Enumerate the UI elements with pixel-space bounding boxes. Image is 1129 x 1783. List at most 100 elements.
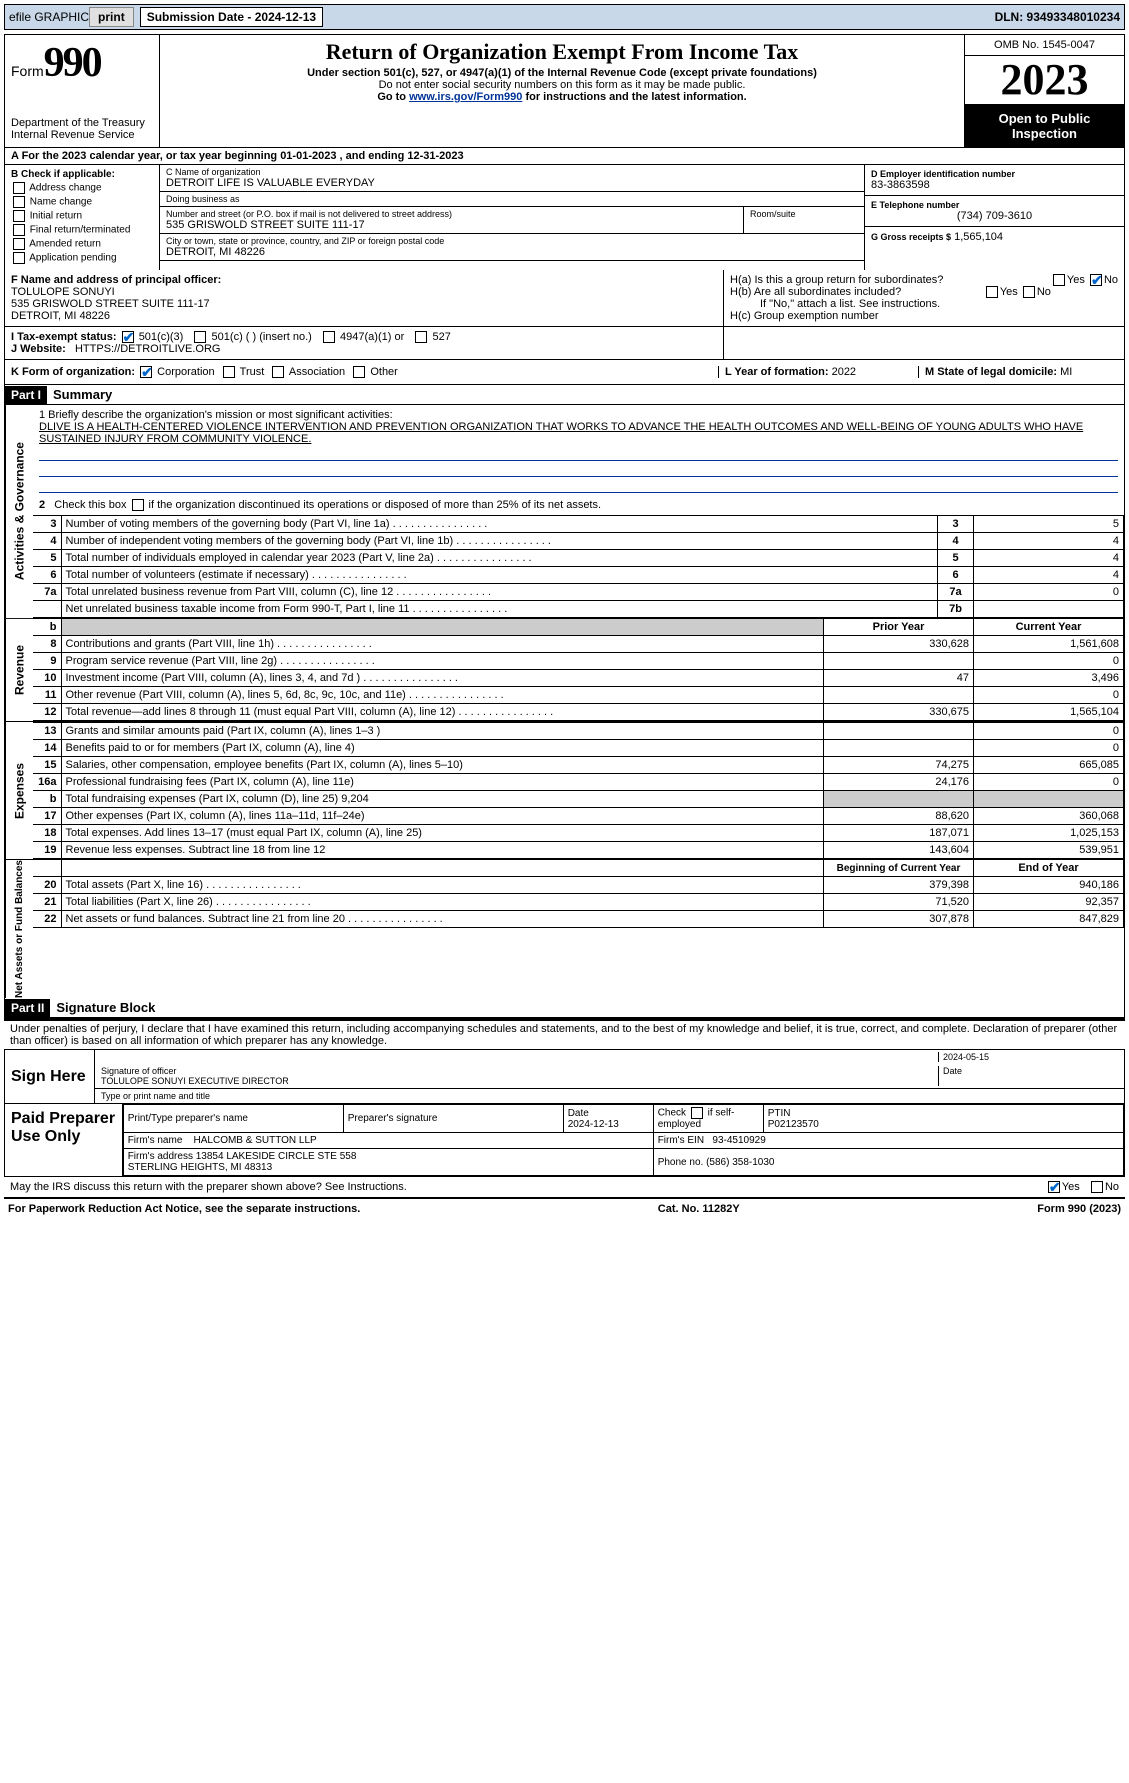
ha-yes[interactable] [1053,274,1065,286]
firm-ein: 93-4510929 [712,1135,765,1146]
perjury-declaration: Under penalties of perjury, I declare th… [4,1021,1125,1049]
discuss-row: May the IRS discuss this return with the… [4,1177,1125,1199]
hb-no[interactable] [1023,286,1035,298]
chk-527[interactable] [415,331,427,343]
prep-date: 2024-12-13 [568,1119,619,1130]
table-row: Net unrelated business taxable income fr… [33,601,1124,618]
table-row: 7aTotal unrelated business revenue from … [33,584,1124,601]
dln-label: DLN: 93493348010234 [995,10,1120,24]
form-title: Return of Organization Exempt From Incom… [168,39,956,65]
state-domicile: MI [1060,366,1072,378]
side-revenue: Revenue [5,619,33,721]
form-990: Form990 Department of the Treasury Inter… [4,34,1125,1019]
page-footer: For Paperwork Reduction Act Notice, see … [0,1199,1129,1219]
year-formation: 2022 [832,366,856,378]
chk-address-change[interactable] [13,182,25,194]
chk-corp[interactable] [140,366,152,378]
table-row: 15Salaries, other compensation, employee… [33,757,1124,774]
table-row: 19Revenue less expenses. Subtract line 1… [33,842,1124,859]
table-row: 10Investment income (Part VIII, column (… [33,670,1124,687]
chk-501c[interactable] [194,331,206,343]
city-label: City or town, state or province, country… [166,236,858,246]
revenue-table: bPrior YearCurrent Year 8Contributions a… [33,619,1124,721]
table-row: 16aProfessional fundraising fees (Part I… [33,774,1124,791]
end-year-hdr: End of Year [974,860,1124,877]
governance-table: 3Number of voting members of the governi… [33,515,1124,618]
hb-yes[interactable] [986,286,998,298]
chk-501c3[interactable] [122,331,134,343]
chk-amended[interactable] [13,238,25,250]
officer-sig-name: TOLULOPE SONUYI EXECUTIVE DIRECTOR [101,1076,289,1086]
hb-note: If "No," attach a list. See instructions… [730,298,1118,310]
hc-row: H(c) Group exemption number [730,310,1118,322]
netassets-table: Beginning of Current YearEnd of Year 20T… [33,860,1124,928]
open-to-public: Open to Public Inspection [965,105,1124,147]
website-value: HTTPS://DETROITLIVE.ORG [75,343,220,355]
website-row: J Website: HTTPS://DETROITLIVE.ORG [11,343,717,355]
side-netassets: Net Assets or Fund Balances [5,860,33,998]
subtitle-2: Do not enter social security numbers on … [168,79,956,91]
discuss-yes[interactable] [1048,1181,1060,1193]
print-button[interactable]: print [89,7,134,27]
org-name: DETROIT LIFE IS VALUABLE EVERYDAY [166,177,858,189]
room-label: Room/suite [750,209,858,219]
table-row: 4Number of independent voting members of… [33,533,1124,550]
chk-self-employed[interactable] [691,1107,703,1119]
signature-block: Under penalties of perjury, I declare th… [4,1019,1125,1199]
section-b-label: B Check if applicable: [11,169,153,180]
f-label: F Name and address of principal officer: [11,274,717,286]
paid-preparer-table: Paid Preparer Use Only Print/Type prepar… [4,1104,1125,1177]
tax-exempt-row: I Tax-exempt status: 501(c)(3) 501(c) ( … [11,331,717,343]
chk-app-pending[interactable] [13,252,25,264]
officer-name: TOLULOPE SONUYI [11,286,717,298]
table-row: 5Total number of individuals employed in… [33,550,1124,567]
gross-label: G Gross receipts $ [871,232,951,242]
subtitle-1: Under section 501(c), 527, or 4947(a)(1)… [168,67,956,79]
city-value: DETROIT, MI 48226 [166,246,858,258]
cat-no: Cat. No. 11282Y [658,1203,740,1215]
row-f-h: F Name and address of principal officer:… [5,270,1124,327]
chk-discontinued[interactable] [132,499,144,511]
street-value: 535 GRISWOLD STREET SUITE 111-17 [166,219,737,231]
form-header: Form990 Department of the Treasury Inter… [5,35,1124,148]
gross-value: 1,565,104 [954,231,1003,243]
curr-year-hdr: Current Year [974,619,1124,636]
chk-4947[interactable] [323,331,335,343]
top-toolbar: efile GRAPHIC print Submission Date - 20… [4,4,1125,30]
ha-no[interactable] [1090,274,1102,286]
street-label: Number and street (or P.O. box if mail i… [166,209,737,219]
ein-value: 83-3863598 [871,179,1118,191]
table-row: 13Grants and similar amounts paid (Part … [33,723,1124,740]
form-number: 990 [44,40,101,86]
chk-final-return[interactable] [13,224,25,236]
row-k-l-m: K Form of organization: Corporation Trus… [5,360,1124,385]
netassets-block: Net Assets or Fund Balances Beginning of… [5,859,1124,998]
table-row: 3Number of voting members of the governi… [33,516,1124,533]
ein-label: D Employer identification number [871,169,1118,179]
governance-block: Activities & Governance 1 Briefly descri… [5,405,1124,618]
form-ref: Form 990 (2023) [1037,1203,1121,1215]
chk-other[interactable] [353,366,365,378]
row-a-tax-year: A For the 2023 calendar year, or tax yea… [5,148,1124,165]
part1-header: Part ISummary [5,385,1124,405]
irs-link[interactable]: www.irs.gov/Form990 [409,91,522,103]
hb-row: H(b) Are all subordinates included? Yes … [730,286,1118,298]
chk-initial-return[interactable] [13,210,25,222]
sig-date: 2024-05-15 [938,1052,1118,1062]
tax-year: 2023 [965,56,1124,105]
sign-here-table: Sign Here 2024-05-15 Signature of office… [4,1049,1125,1104]
row-i-j: I Tax-exempt status: 501(c)(3) 501(c) ( … [5,327,1124,360]
table-row: 22Net assets or fund balances. Subtract … [33,911,1124,928]
identity-section: B Check if applicable: Address change Na… [5,165,1124,270]
chk-trust[interactable] [223,366,235,378]
phone-value: (734) 709-3610 [871,210,1118,222]
officer-addr: 535 GRISWOLD STREET SUITE 111-17 DETROIT… [11,298,717,322]
goto-line: Go to www.irs.gov/Form990 for instructio… [168,91,956,103]
discuss-no[interactable] [1091,1181,1103,1193]
table-row: 17Other expenses (Part IX, column (A), l… [33,808,1124,825]
chk-assoc[interactable] [272,366,284,378]
table-row: 14Benefits paid to or for members (Part … [33,740,1124,757]
ptin-value: P02123570 [768,1119,819,1130]
sign-here-label: Sign Here [5,1050,95,1103]
chk-name-change[interactable] [13,196,25,208]
